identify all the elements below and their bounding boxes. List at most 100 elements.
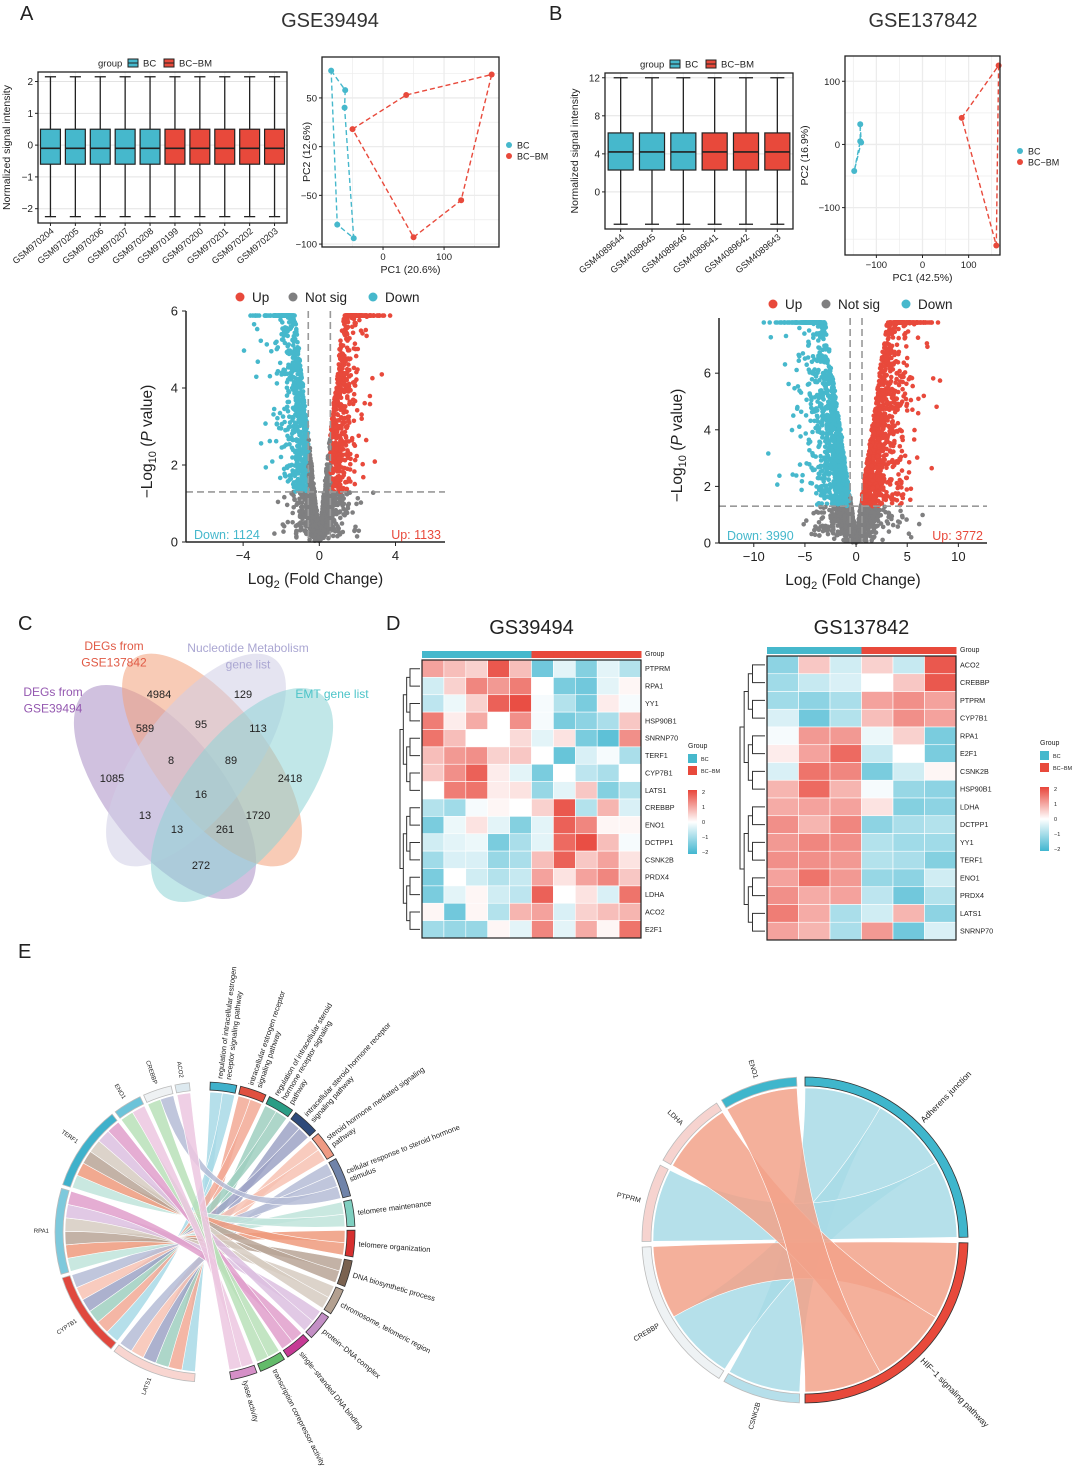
point-down [802,356,808,361]
point-down [283,332,288,338]
point-down [303,423,309,428]
point-down [293,322,299,327]
point-not-sig [310,534,316,539]
point-up [338,338,343,344]
point-up [352,469,357,474]
box [263,128,286,165]
hull [853,124,862,172]
box-GSM970203 [263,76,286,218]
point-not-sig [300,495,305,500]
point-not-sig [285,519,291,525]
panel-label-a: A [20,3,34,25]
point-down [285,479,291,484]
point-down [277,475,283,481]
point-down [294,437,299,442]
point-up [346,348,352,353]
point-down [286,342,292,347]
box-GSM970208 [139,76,161,218]
box-GSM970206 [89,76,111,218]
point-down [270,459,275,464]
point-down [285,427,290,432]
point-not-sig [355,496,361,501]
x-tick-label: 100 [436,252,452,263]
point-down [282,473,288,479]
point-down [799,479,805,484]
point-not-sig [335,509,340,515]
point-down [282,406,287,412]
point-down [279,370,285,375]
legend-label: BC−BM [1028,158,1059,168]
y-tick-label: −50 [301,191,317,202]
point-up [904,355,910,361]
point-down [802,331,807,336]
point-up [914,455,920,460]
x-axis-label: PC1 (42.5%) [892,272,952,284]
box-GSM970204 [39,76,62,218]
point-not-sig [275,499,281,505]
y-tick-label: 2 [27,77,33,88]
y-tick-label: −100 [296,240,317,251]
point-down [812,418,817,424]
point-up [361,474,366,480]
point-up [346,362,351,367]
point-up [334,429,340,435]
point-up [348,461,353,467]
point-not-sig [356,528,362,534]
point-up [337,346,342,352]
point-up [349,438,355,443]
y-tick-label: 4 [171,381,178,396]
point-down [799,487,804,493]
point-up [347,399,353,405]
point-down [831,407,837,412]
y-tick-label: 0 [835,140,840,151]
point-down [810,354,816,359]
points [241,313,393,544]
point-down [279,337,285,342]
y-tick-label: 4 [594,149,600,160]
point-not-sig [878,521,884,526]
point-down [800,351,806,356]
point-down [761,320,767,325]
point-up [342,389,347,395]
point-down [295,476,301,482]
point-up [359,416,365,422]
point-up [340,422,346,427]
point-down [809,359,815,365]
point-not-sig [319,516,325,521]
y-axis-label: Normalized signal intensity [1,84,13,210]
point-down [296,470,301,476]
point-down [277,410,283,416]
box [164,128,186,165]
point-up [352,481,358,487]
x-axis-label: PC1 (20.6%) [380,264,440,276]
point-up [364,333,369,339]
point-down [798,409,804,415]
point-down [818,453,823,459]
point-up [337,365,342,371]
point-down [809,409,815,415]
point-down [810,429,815,435]
data-point [857,121,864,128]
point-down [286,388,291,394]
point-not-sig [298,520,303,525]
point-down [275,415,280,421]
point-down [271,406,277,412]
point-down [291,472,297,478]
y-axis-label: PC2 (12.6%) [301,122,313,182]
point-up [345,318,350,323]
point-down [302,486,308,492]
x-tick-label: −4 [236,548,251,563]
point-not-sig [333,521,339,527]
point-down [800,472,805,478]
point-up [892,438,897,444]
point-not-sig [309,461,314,467]
legend-label-bc: BC [143,59,156,70]
point-down [274,381,280,386]
point-not-sig [281,524,287,529]
point-down [807,439,813,445]
point-up [352,382,358,388]
legend-label: BC [1028,147,1041,157]
y-tick-label: 0 [594,187,600,198]
point-down [252,313,258,318]
point-up [363,327,369,333]
